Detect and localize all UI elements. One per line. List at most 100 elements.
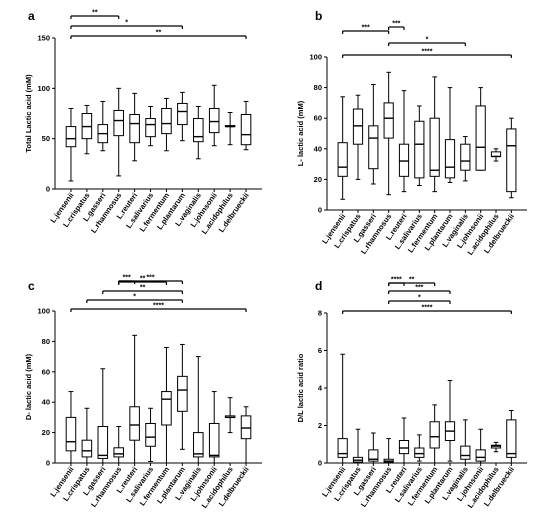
- box-L.acidophilus: [490, 441, 502, 453]
- box-L.delbrueckii: [240, 406, 252, 464]
- significance-bracket: *: [70, 20, 183, 29]
- significance-bracket: **: [70, 10, 120, 19]
- significance-bracket: *: [388, 295, 451, 304]
- box-L.gasseri: [368, 84, 379, 185]
- box-L.delbrueckii: [506, 410, 517, 464]
- significance-bracket: **: [70, 30, 247, 39]
- y-tick-label: 40: [314, 144, 322, 153]
- y-tick-label: 60: [42, 367, 50, 376]
- box-L.rhamnosus: [113, 426, 124, 464]
- box-L.reuteri: [129, 334, 140, 464]
- iqr-box: [113, 447, 124, 458]
- box-L.salivarius: [414, 105, 425, 187]
- iqr-box: [81, 439, 93, 458]
- box-L.johnsonii: [475, 428, 486, 464]
- significance-label: ****: [422, 49, 433, 56]
- iqr-box: [97, 426, 109, 459]
- iqr-box: [208, 422, 220, 458]
- box-L.gasseri: [97, 368, 109, 464]
- significance-bracket: ****: [70, 303, 247, 312]
- box-L.fermentum: [429, 404, 440, 464]
- box-L.salivarius: [414, 434, 425, 462]
- iqr-box: [444, 139, 456, 179]
- significance-label: *: [133, 294, 136, 301]
- y-tick-label: 100: [37, 307, 50, 316]
- box-L.acidophilus: [224, 111, 236, 146]
- iqr-box: [240, 114, 252, 146]
- significance-label: ***: [146, 275, 154, 282]
- iqr-box: [475, 449, 486, 462]
- significance-bracket: *: [388, 37, 466, 46]
- iqr-box: [208, 107, 220, 134]
- box-L.reuteri: [129, 92, 140, 162]
- significance-bracket: ****: [342, 305, 512, 314]
- box-L.johnsonii: [208, 84, 220, 147]
- y-tick-label: 6: [318, 346, 322, 355]
- significance-label: ***: [123, 275, 131, 282]
- y-axis-label: L- lactic acid (mM): [296, 100, 305, 166]
- iqr-box: [475, 105, 486, 171]
- significance-bracket: ***: [388, 285, 451, 294]
- y-tick-label: 2: [318, 421, 322, 430]
- y-tick-label: 80: [314, 83, 322, 92]
- iqr-box: [337, 438, 348, 458]
- significance-bracket: ***: [388, 21, 405, 30]
- box-L.rhamnosus: [113, 87, 124, 177]
- y-tick-label: 50: [42, 134, 50, 143]
- significance-label: **: [409, 277, 415, 284]
- box-L.jensenii: [337, 353, 348, 464]
- y-tick-label: 4: [318, 384, 323, 393]
- box-L.vaginalis: [193, 105, 204, 160]
- iqr-box: [506, 419, 517, 458]
- panel-letter: b: [315, 9, 322, 23]
- box-L.fermentum: [429, 76, 440, 193]
- box-L.salivarius: [145, 105, 156, 147]
- panel-letter: d: [315, 279, 322, 293]
- iqr-box: [240, 415, 252, 440]
- iqr-box: [460, 143, 471, 171]
- iqr-box: [129, 114, 140, 144]
- box-L.salivarius: [145, 407, 156, 462]
- y-tick-label: 20: [42, 428, 50, 437]
- box-L.plantarum: [444, 87, 456, 183]
- iqr-box: [414, 447, 425, 458]
- iqr-box: [161, 391, 172, 426]
- y-tick-label: 40: [42, 398, 50, 407]
- significance-label: ****: [391, 277, 402, 284]
- iqr-box: [383, 102, 394, 139]
- significance-label: *: [426, 37, 429, 44]
- panel-letter: c: [28, 279, 35, 293]
- iqr-box: [368, 125, 379, 170]
- iqr-box: [506, 128, 517, 193]
- box-L.vaginalis: [193, 356, 204, 464]
- significance-label: *: [125, 20, 128, 27]
- box-L.reuteri: [398, 90, 410, 193]
- iqr-box: [460, 445, 471, 460]
- significance-bracket: **: [388, 277, 436, 286]
- iqr-box: [65, 126, 77, 148]
- box-L.vaginalis: [460, 136, 471, 182]
- iqr-box: [337, 142, 348, 177]
- y-tick-label: 20: [314, 175, 322, 184]
- iqr-box: [398, 440, 410, 455]
- box-L.plantarum: [177, 91, 188, 142]
- iqr-box: [193, 118, 204, 143]
- box-L.acidophilus: [490, 148, 502, 162]
- box-L.fermentum: [161, 346, 172, 464]
- box-L.delbrueckii: [240, 100, 252, 151]
- box-L.gasseri: [368, 432, 379, 464]
- box-L.acidophilus: [224, 397, 236, 434]
- box-L.jensenii: [65, 391, 77, 464]
- y-tick-label: 100: [37, 84, 50, 93]
- box-L.rhamnosus: [383, 438, 394, 464]
- y-tick-label: 0: [46, 459, 50, 468]
- box-L.jensenii: [337, 96, 348, 200]
- box-L.plantarum: [177, 343, 188, 450]
- box-L.delbrueckii: [506, 117, 517, 199]
- significance-label: *: [418, 295, 421, 302]
